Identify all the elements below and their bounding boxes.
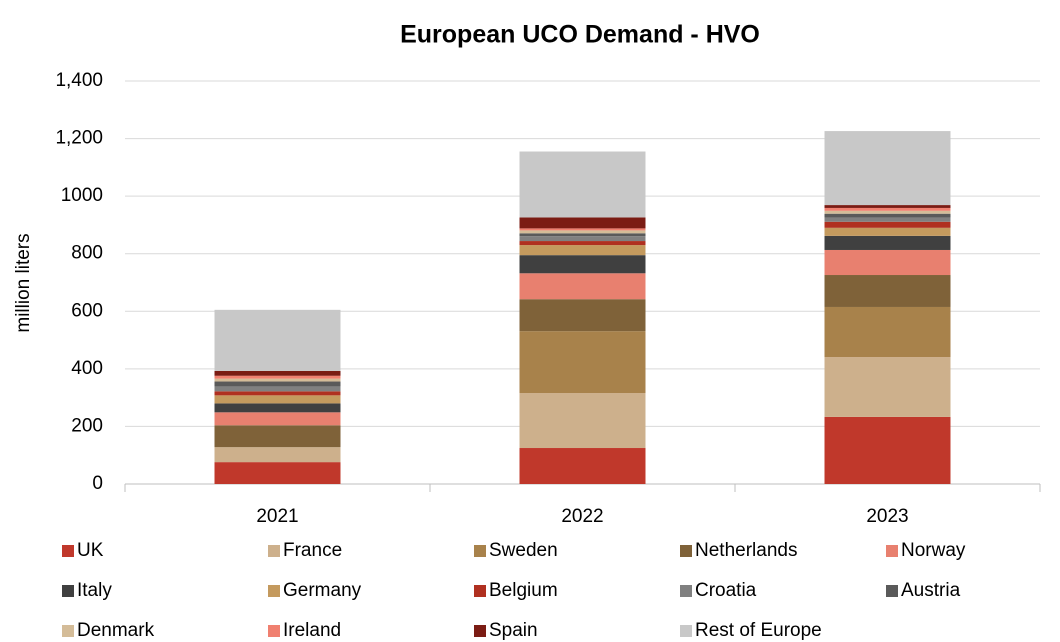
- legend-swatch: [62, 585, 74, 597]
- y-tick-label: 200: [71, 415, 103, 436]
- bar-segment: [824, 306, 951, 358]
- bar-segment: [214, 447, 341, 463]
- bar-segment: [519, 230, 646, 234]
- bar-segment: [519, 448, 646, 484]
- legend-label: Italy: [77, 580, 112, 601]
- y-tick-label: 600: [71, 300, 103, 321]
- bar-segment: [824, 275, 951, 307]
- x-tick-label: 2021: [256, 506, 298, 527]
- y-tick-label: 1,200: [55, 128, 103, 149]
- legend-swatch: [62, 625, 74, 637]
- legend-label: Belgium: [489, 580, 558, 601]
- bar-segment: [214, 375, 341, 379]
- bar-segment: [824, 416, 951, 484]
- legend-swatch: [680, 625, 692, 637]
- bar-segment: [519, 299, 646, 332]
- bar-segment: [519, 255, 646, 274]
- legend-swatch: [680, 585, 692, 597]
- legend-swatch: [474, 625, 486, 637]
- bar-segment: [214, 462, 341, 484]
- bar-segment: [824, 221, 951, 228]
- y-axis-label: million liters: [13, 233, 34, 332]
- legend-label: Germany: [283, 580, 362, 601]
- legend-label: Rest of Europe: [695, 620, 822, 641]
- legend-label: Sweden: [489, 540, 558, 561]
- bar-segment: [519, 217, 646, 229]
- bar-segment: [519, 273, 646, 300]
- bar-segment: [214, 370, 341, 376]
- bar-segment: [214, 309, 341, 371]
- legend-swatch: [886, 545, 898, 557]
- bar-segment: [214, 395, 341, 404]
- legend-swatch: [474, 585, 486, 597]
- bar-segment: [214, 412, 341, 426]
- x-tick-label: 2022: [561, 506, 603, 527]
- legend-label: Croatia: [695, 580, 757, 601]
- y-tick-label: 1,400: [55, 70, 103, 91]
- bar-segment: [519, 228, 646, 231]
- legend-swatch: [886, 585, 898, 597]
- y-tick-label: 1000: [61, 185, 103, 206]
- chart-title: European UCO Demand - HVO: [400, 21, 760, 49]
- legend-swatch: [268, 545, 280, 557]
- legend-swatch: [62, 545, 74, 557]
- legend-swatch: [268, 585, 280, 597]
- legend-label: Austria: [901, 580, 961, 601]
- x-tick-label: 2023: [866, 506, 908, 527]
- y-tick-label: 0: [92, 473, 103, 494]
- bar-segment: [824, 249, 951, 276]
- bar-segment: [214, 381, 341, 387]
- bar-segment: [824, 217, 951, 222]
- legend-swatch: [474, 545, 486, 557]
- bar-segment: [519, 393, 646, 449]
- legend-label: UK: [77, 540, 104, 561]
- bar-segment: [519, 245, 646, 256]
- legend-label: Spain: [489, 620, 538, 641]
- y-tick-label: 400: [71, 358, 103, 379]
- bar-segment: [824, 205, 951, 208]
- bar-segment: [824, 357, 951, 417]
- bar-segment: [519, 331, 646, 394]
- bar-segment: [824, 207, 951, 211]
- legend-label: Denmark: [77, 620, 155, 641]
- bar-segment: [824, 131, 951, 206]
- bar-segment: [214, 391, 341, 396]
- bar-segment: [214, 425, 341, 448]
- bar-segment: [214, 403, 341, 413]
- bar-segment: [519, 241, 646, 246]
- y-tick-label: 800: [71, 243, 103, 264]
- bar-segment: [824, 235, 951, 250]
- bar-segment: [519, 236, 646, 242]
- legend-label: Norway: [901, 540, 966, 561]
- legend-label: Netherlands: [695, 540, 797, 561]
- bar-segment: [824, 213, 951, 218]
- legend-label: France: [283, 540, 342, 561]
- legend-label: Ireland: [283, 620, 341, 641]
- legend-swatch: [268, 625, 280, 637]
- bar-segment: [519, 233, 646, 237]
- bar-segment: [214, 386, 341, 392]
- bar-segment: [519, 151, 646, 218]
- legend-swatch: [680, 545, 692, 557]
- bar-segment: [214, 378, 341, 382]
- bar-segment: [824, 227, 951, 236]
- bar-segment: [824, 210, 951, 214]
